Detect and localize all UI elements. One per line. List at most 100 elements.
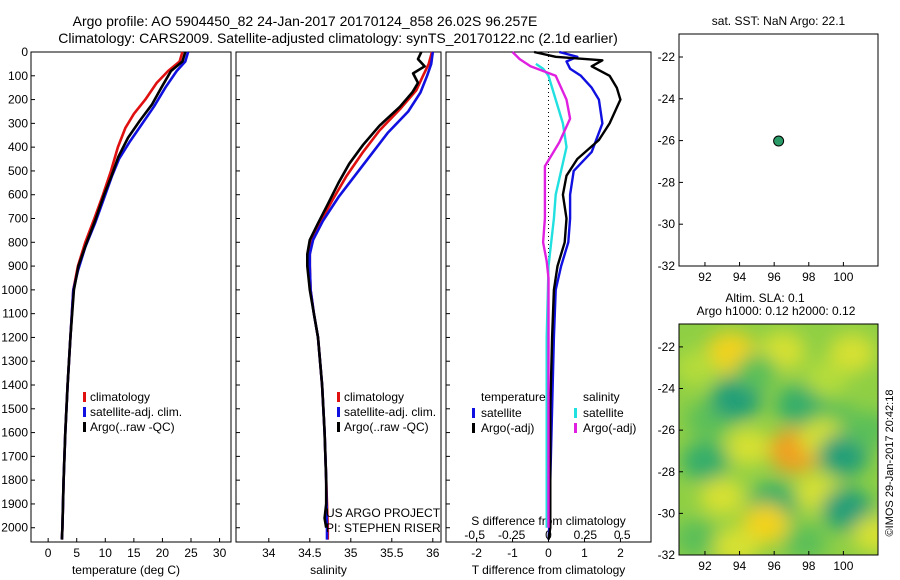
depth-tick-label: 1300 (1, 354, 28, 368)
depth-tick-label: 1900 (1, 497, 28, 511)
legend-swatch-magenta (574, 423, 577, 433)
sla-anomaly-blob (681, 441, 729, 482)
location-lon-tick-label: 92 (698, 270, 712, 284)
sla-anomaly-blob (741, 503, 790, 544)
depth-tick-label: 200 (8, 93, 28, 107)
sla-lat-tick-label: -28 (658, 465, 676, 479)
location-lat-tick-label: -30 (658, 217, 676, 231)
legend-swatch-blue (472, 408, 475, 418)
depth-tick-label: 1600 (1, 426, 28, 440)
figure-title-line2: Climatology: CARS2009. Satellite-adjuste… (58, 30, 618, 46)
salinity-axis-label: salinity (310, 563, 347, 577)
sla-lon-tick-label: 96 (767, 559, 781, 573)
sla-anomaly-blob (775, 384, 825, 426)
sla-lon-tick-label: 94 (733, 559, 747, 573)
location-lat-tick-label: -24 (658, 92, 676, 106)
sla-anomaly-blob (852, 515, 878, 553)
location-lat-tick-label: -22 (658, 50, 676, 64)
sla-anomaly-blob (679, 519, 719, 555)
temperature-axis-label: temperature (deg C) (72, 563, 180, 577)
s-diff-tick-label: -0.5 (464, 528, 485, 542)
sla-anomaly-blob (821, 487, 873, 531)
legend-label: satellite-adj. clim. (90, 405, 182, 419)
legend-label: Argo(-adj) (583, 421, 636, 435)
legend-swatch-blue (337, 407, 340, 417)
location-lat-tick-label: -26 (658, 134, 676, 148)
legend-header-temperature: temperature (481, 390, 546, 404)
location-map-panel: sat. SST: NaN Argo: 22.1 -22 -24 -26 -28 -30 -… (658, 14, 879, 284)
location-map-frame (678, 33, 879, 267)
temperature-tick-label: 15 (127, 546, 141, 560)
depth-tick-label: 400 (8, 140, 28, 154)
sla-anomaly-blob (804, 360, 848, 397)
depth-tick-label: 500 (8, 164, 28, 178)
project-annotation: US ARGO PROJECT (326, 506, 441, 520)
t-diff-tick-label: -1 (507, 546, 518, 560)
sla-anomaly-blob (679, 349, 718, 386)
sla-lon-tick-label: 100 (833, 559, 853, 573)
sla-anomaly-blob (713, 527, 760, 555)
salinity-tick-label: 36 (426, 546, 440, 560)
location-lon-tick-label: 98 (802, 270, 816, 284)
depth-tick-label: 1100 (2, 307, 28, 321)
sla-map-title-line2: Argo h1000: 0.12 h2000: 0.12 (697, 304, 856, 318)
salinity-plot-frame (235, 51, 442, 543)
imos-credit: ©IMOS 29-Jan-2017 20:42:18 (884, 390, 896, 537)
sla-anomaly-blob (783, 524, 828, 555)
series-line-satellite-cyan (535, 62, 568, 528)
temperature-plot-frame (30, 51, 232, 543)
sla-anomaly-blob (847, 411, 878, 449)
salinity-tick-label: 34.5 (298, 546, 322, 560)
sla-lon-tick-label: 92 (698, 559, 712, 573)
legend-swatch-red (83, 392, 86, 402)
sla-lat-tick-label: -22 (658, 340, 676, 354)
legend-label: Argo(-adj) (481, 421, 534, 435)
salinity-tick-label: 35.5 (380, 546, 404, 560)
legend-label: climatology (344, 390, 404, 404)
legend-swatch-black (83, 422, 86, 432)
sla-lat-tick-label: -26 (658, 423, 676, 437)
salinity-tick-label: 35 (344, 546, 358, 560)
series-line-argo-adj--black (533, 50, 622, 540)
pi-annotation: PI: STEPHEN RISER (326, 521, 441, 535)
series-line-argo-raw-qc--black (60, 51, 187, 540)
location-map-title: sat. SST: NaN Argo: 22.1 (712, 14, 846, 28)
depth-tick-label: 700 (8, 212, 28, 226)
temperature-tick-label: 20 (156, 546, 170, 560)
depth-tick-label: 1800 (1, 473, 28, 487)
location-lon-tick-label: 94 (733, 270, 747, 284)
s-diff-tick-label: 0.5 (614, 528, 631, 542)
temperature-tick-label: 25 (184, 546, 198, 560)
figure-title-line1: Argo profile: AO 5904450_82 24-Jan-2017 … (73, 13, 538, 29)
temperature-tick-label: 0 (45, 546, 52, 560)
legend-swatch-blue (83, 407, 86, 417)
location-lon-tick-label: 100 (833, 270, 853, 284)
salinity-profile-panel: 34 34.5 35 35.5 36 salinity climatologysatelli… (235, 51, 442, 577)
sla-field (679, 324, 878, 555)
location-lat-tick-label: -32 (658, 259, 676, 273)
legend-label: Argo(..raw -QC) (90, 420, 175, 434)
series-line-satellite-blue (547, 50, 604, 540)
sla-anomaly-blob (735, 353, 779, 390)
salinity-tick-label: 34 (262, 546, 276, 560)
sla-anomaly-blob (726, 428, 771, 466)
depth-tick-label: 900 (8, 259, 28, 273)
sla-lat-tick-label: -30 (658, 506, 676, 520)
depth-tick-label: 1000 (1, 283, 28, 297)
s-diff-tick-label: -0.25 (498, 528, 526, 542)
t-diff-tick-label: -2 (471, 546, 482, 560)
sla-map-frame (678, 323, 879, 556)
legend-label: satellite (583, 406, 624, 420)
depth-tick-label: 1200 (1, 330, 28, 344)
series-line-argo-raw-qc--black (306, 51, 426, 528)
t-diff-tick-label: 0 (545, 546, 552, 560)
legend-swatch-cyan (574, 408, 577, 418)
series-line-argo-adj--magenta (511, 51, 572, 528)
depth-tick-label: 300 (8, 116, 28, 130)
sla-lat-tick-label: -24 (658, 382, 676, 396)
sla-anomaly-blob (699, 477, 745, 516)
t-diff-axis-label: T difference from climatology (472, 563, 626, 577)
legend-header-salinity: salinity (583, 390, 620, 404)
sla-blobs (679, 332, 878, 555)
